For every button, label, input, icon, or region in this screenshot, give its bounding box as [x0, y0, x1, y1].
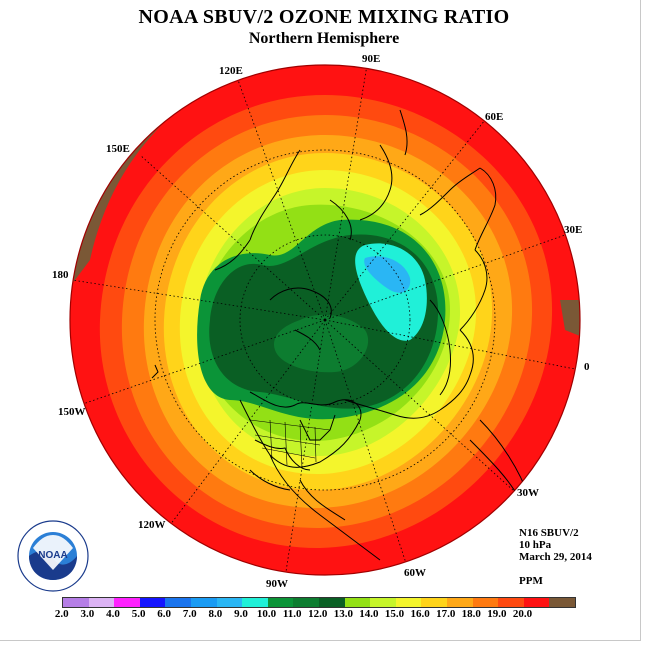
graticule: [71, 65, 580, 575]
legend-swatch: [216, 598, 243, 607]
lon-label-60w: 60W: [404, 567, 426, 579]
legend-swatch: [395, 598, 422, 607]
map-title: NOAA SBUV/2 OZONE MIXING RATIO: [138, 6, 510, 28]
legend-ticks: 2.0 3.0 4.0 5.0 6.0 7.0 8.0 9.0 10.0 11.0 12.0 13.0…: [49, 608, 535, 620]
legend-tick-label: 5.0: [131, 608, 146, 620]
legend-swatch: [165, 598, 191, 607]
lon-label-150w: 150W: [58, 406, 86, 418]
legend-tick-label: 18.0: [461, 608, 481, 620]
legend-tick-label: 14.0: [359, 608, 379, 620]
lon-label-120e: 120E: [219, 65, 243, 77]
legend-swatch: [421, 598, 447, 607]
legend-tick-label: 12.0: [308, 608, 328, 620]
lon-label-90e: 90E: [362, 53, 380, 65]
legend-tick-label: 2.0: [54, 608, 69, 620]
legend-tick-label: 13.0: [333, 608, 353, 620]
legend-swatch: [63, 598, 89, 607]
legend-swatch: [523, 598, 550, 607]
legend-tick-label: 3.0: [80, 608, 95, 620]
legend-tick-label: 19.0: [487, 608, 507, 620]
map-boundary: [69, 64, 581, 576]
legend-swatch: [242, 598, 268, 607]
units-label: PPM: [519, 575, 543, 587]
logo-text: NOAA: [38, 550, 67, 561]
color-legend: [62, 597, 576, 608]
legend-swatch: [114, 598, 140, 607]
legend-tick-label: 6.0: [157, 608, 172, 620]
coastlines: [151, 109, 543, 561]
lon-label-120w: 120W: [138, 519, 166, 531]
legend-tick-label: 7.0: [182, 608, 197, 620]
legend-swatch: [88, 598, 115, 607]
legend-swatch: [293, 598, 319, 607]
legend-tick-label: 9.0: [234, 608, 248, 620]
ozone-band-8: [364, 256, 411, 293]
ozone-band-20-e: [560, 300, 580, 340]
ozone-field: [70, 65, 580, 575]
legend-swatch: [190, 598, 217, 607]
legend-tick-label: 17.0: [436, 608, 456, 620]
legend-tick-label: 8.0: [208, 608, 223, 620]
figure-frame: [0, 0, 641, 641]
legend-tick-label: 11.0: [282, 608, 302, 620]
legend-swatch: [370, 598, 396, 607]
legend-tick-label: 20.0: [512, 608, 533, 620]
satellite-label: N16 SBUV/2: [519, 527, 579, 539]
legend-swatch: [549, 598, 575, 607]
lon-label-180: 180: [52, 269, 69, 281]
lon-label-30w: 30W: [517, 487, 539, 499]
legend-tick-label: 10.0: [256, 608, 277, 620]
legend-tick-label: 15.0: [384, 608, 405, 620]
legend-swatch: [446, 598, 473, 607]
map-subtitle: Northern Hemisphere: [248, 30, 400, 47]
date-label: March 29, 2014: [519, 551, 592, 563]
noaa-logo: NOAA: [17, 520, 89, 592]
legend-swatch: [267, 598, 294, 607]
legend-tick-label: 16.0: [410, 608, 430, 620]
legend-swatch: [344, 598, 371, 607]
legend-swatch: [139, 598, 166, 607]
legend-tick-label: 4.0: [106, 608, 120, 620]
lon-label-60e: 60E: [485, 111, 503, 123]
pressure-level: 10 hPa: [519, 539, 552, 551]
lon-label-150e: 150E: [106, 143, 130, 155]
lon-label-30e: 30E: [564, 224, 582, 236]
lon-label-0: 0: [584, 361, 590, 373]
legend-swatch: [498, 598, 524, 607]
legend-swatch: [318, 598, 345, 607]
political-boundaries: [249, 419, 331, 469]
legend-swatch: [472, 598, 499, 607]
lon-label-90w: 90W: [266, 578, 288, 590]
